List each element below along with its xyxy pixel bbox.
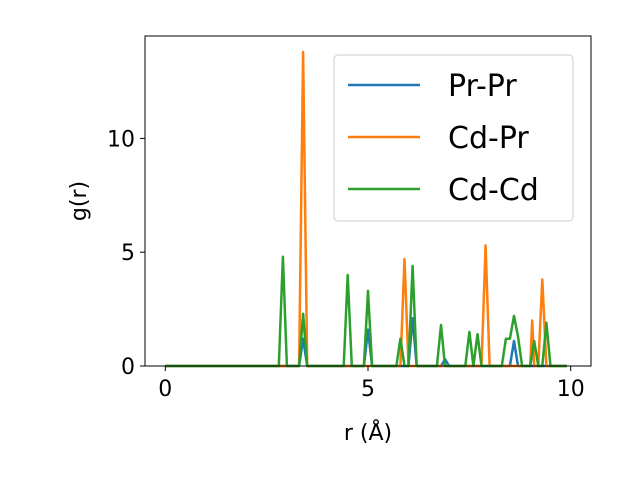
legend-box [333,54,574,222]
x-tick-label: 5 [361,377,375,402]
ticks-layer: 0 5 10 0 5 10 [107,127,585,402]
y-tick-label: 5 [121,241,135,266]
x-tick-label: 0 [158,377,172,402]
series-line-cd-pr [165,50,567,368]
legend-label-pr-pr: Pr-Pr [448,69,517,104]
y-tick-label: 10 [107,127,135,152]
x-tick-label: 10 [557,377,585,402]
y-axis-label: g(r) [67,181,92,221]
legend-label-cd-cd: Cd-Cd [448,173,539,208]
x-axis-label: r (Å) [344,419,392,446]
plot-frame [144,35,592,367]
legend-label-cd-pr: Cd-Pr [448,121,529,156]
legend: Pr-Pr Cd-Pr Cd-Cd [333,54,574,222]
y-tick-label: 0 [121,355,135,380]
